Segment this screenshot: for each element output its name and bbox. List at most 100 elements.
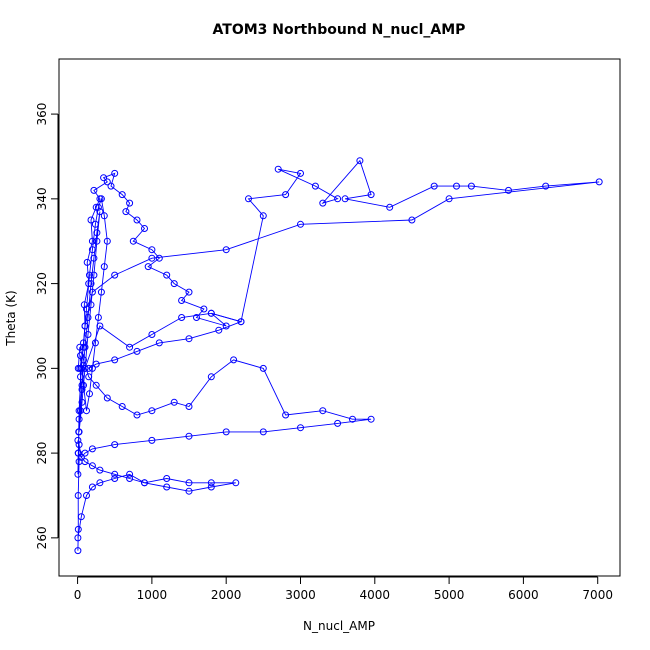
x-tick-label: 2000 [211, 588, 242, 602]
data-point [148, 436, 156, 444]
data-point [133, 411, 141, 419]
data-point [87, 280, 95, 288]
data-point [80, 381, 87, 389]
data-point [111, 271, 119, 279]
chart-title: ATOM3 Northbound N_nucl_AMP [213, 22, 466, 38]
data-point [230, 356, 238, 364]
data-point [75, 415, 83, 423]
data-point [356, 157, 364, 165]
data-point [74, 492, 82, 499]
data-point [408, 216, 416, 224]
data-point [78, 398, 86, 406]
data-point [311, 182, 319, 190]
data-point [83, 305, 90, 313]
data-point [83, 258, 91, 266]
data-point [319, 199, 327, 207]
data-point [282, 191, 290, 199]
data-point [129, 237, 137, 245]
y-tick-label: 300 [35, 357, 49, 380]
data-point [97, 195, 105, 203]
data-point [133, 347, 141, 355]
data-point [445, 195, 453, 203]
series-1 [74, 157, 603, 555]
data-point [85, 364, 93, 372]
data-point [90, 186, 98, 194]
data-point [81, 364, 89, 372]
data-point [88, 462, 96, 470]
data-point [170, 398, 178, 406]
data-point [237, 318, 245, 326]
series-2 [74, 343, 375, 461]
data-point [185, 479, 193, 487]
data-point [84, 314, 92, 321]
data-point [111, 441, 119, 449]
data-point [103, 394, 111, 402]
data-point [334, 195, 342, 203]
data-point [430, 182, 438, 190]
data-point [453, 182, 460, 190]
data-point [207, 309, 215, 317]
data-point [185, 288, 193, 296]
x-tick-label: 3000 [285, 588, 316, 602]
data-point [107, 182, 115, 190]
data-point [367, 191, 375, 199]
data-point [75, 441, 83, 449]
data-point [232, 479, 240, 487]
data-point [88, 246, 96, 254]
data-point [94, 203, 102, 211]
data-point [274, 165, 282, 173]
series-3 [74, 449, 240, 542]
data-point [84, 331, 92, 338]
data-point [111, 475, 119, 482]
data-point [103, 237, 111, 245]
data-point [92, 381, 100, 389]
data-point [88, 445, 96, 453]
data-point [148, 407, 156, 415]
series-line [84, 312, 243, 369]
data-point [133, 216, 141, 224]
data-point [87, 216, 95, 224]
data-point [86, 271, 93, 279]
data-point [334, 419, 342, 427]
data-point [118, 403, 126, 410]
data-point [542, 182, 550, 190]
data-point [126, 343, 134, 351]
data-point [111, 356, 119, 364]
data-point [141, 225, 148, 232]
data-point [207, 479, 215, 487]
data-point [207, 373, 215, 381]
data-point [74, 534, 82, 542]
data-point [386, 203, 394, 211]
data-point [467, 182, 475, 190]
series-line [77, 159, 600, 551]
data-point [111, 470, 119, 478]
data-point [87, 301, 95, 309]
data-point [94, 314, 102, 321]
data-point [81, 449, 89, 457]
data-point [100, 174, 108, 182]
x-tick-label: 6000 [508, 588, 539, 602]
data-point [96, 322, 104, 330]
data-point [297, 424, 304, 432]
data-point [111, 169, 119, 177]
data-point [259, 212, 267, 220]
data-point [178, 297, 186, 304]
data-point [74, 449, 82, 457]
data-point [148, 254, 156, 262]
data-point [185, 335, 193, 343]
y-tick-label: 340 [35, 187, 49, 210]
data-point [144, 263, 152, 271]
series-5 [81, 309, 245, 372]
data-point [349, 415, 356, 423]
y-tick-label: 360 [35, 103, 49, 126]
data-point [245, 195, 252, 203]
data-point [185, 403, 193, 410]
data-point [163, 271, 171, 279]
data-point [77, 373, 84, 381]
plot-frame [58, 58, 621, 577]
x-tick-label: 0 [74, 588, 82, 602]
data-point [74, 525, 82, 533]
data-point [505, 186, 512, 194]
data-point [77, 513, 85, 521]
